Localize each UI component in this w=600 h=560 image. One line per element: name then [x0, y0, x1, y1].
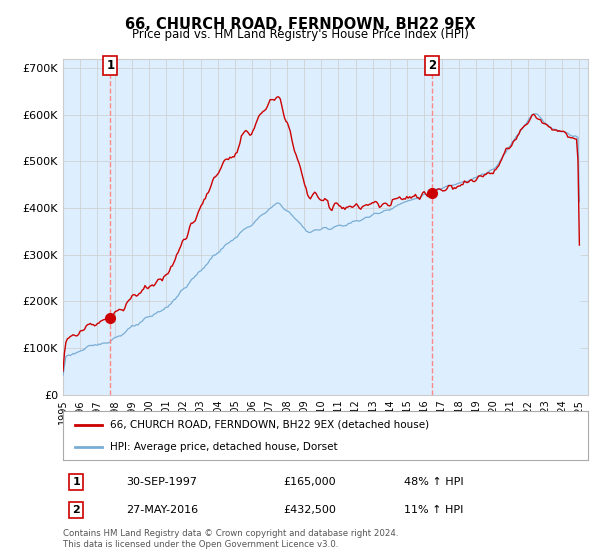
Text: 2: 2: [72, 505, 80, 515]
Text: 1: 1: [72, 477, 80, 487]
Text: 30-SEP-1997: 30-SEP-1997: [126, 477, 197, 487]
Text: HPI: Average price, detached house, Dorset: HPI: Average price, detached house, Dors…: [110, 441, 338, 451]
Text: £165,000: £165,000: [284, 477, 336, 487]
Text: 66, CHURCH ROAD, FERNDOWN, BH22 9EX: 66, CHURCH ROAD, FERNDOWN, BH22 9EX: [125, 17, 475, 32]
Text: Price paid vs. HM Land Registry's House Price Index (HPI): Price paid vs. HM Land Registry's House …: [131, 28, 469, 41]
Text: 48% ↑ HPI: 48% ↑ HPI: [404, 477, 464, 487]
Text: 66, CHURCH ROAD, FERNDOWN, BH22 9EX (detached house): 66, CHURCH ROAD, FERNDOWN, BH22 9EX (det…: [110, 420, 430, 430]
Text: Contains HM Land Registry data © Crown copyright and database right 2024.
This d: Contains HM Land Registry data © Crown c…: [63, 529, 398, 549]
Text: 2: 2: [428, 59, 436, 72]
Text: 1: 1: [106, 59, 115, 72]
Text: 11% ↑ HPI: 11% ↑ HPI: [404, 505, 464, 515]
Text: £432,500: £432,500: [284, 505, 337, 515]
Text: 27-MAY-2016: 27-MAY-2016: [126, 505, 198, 515]
